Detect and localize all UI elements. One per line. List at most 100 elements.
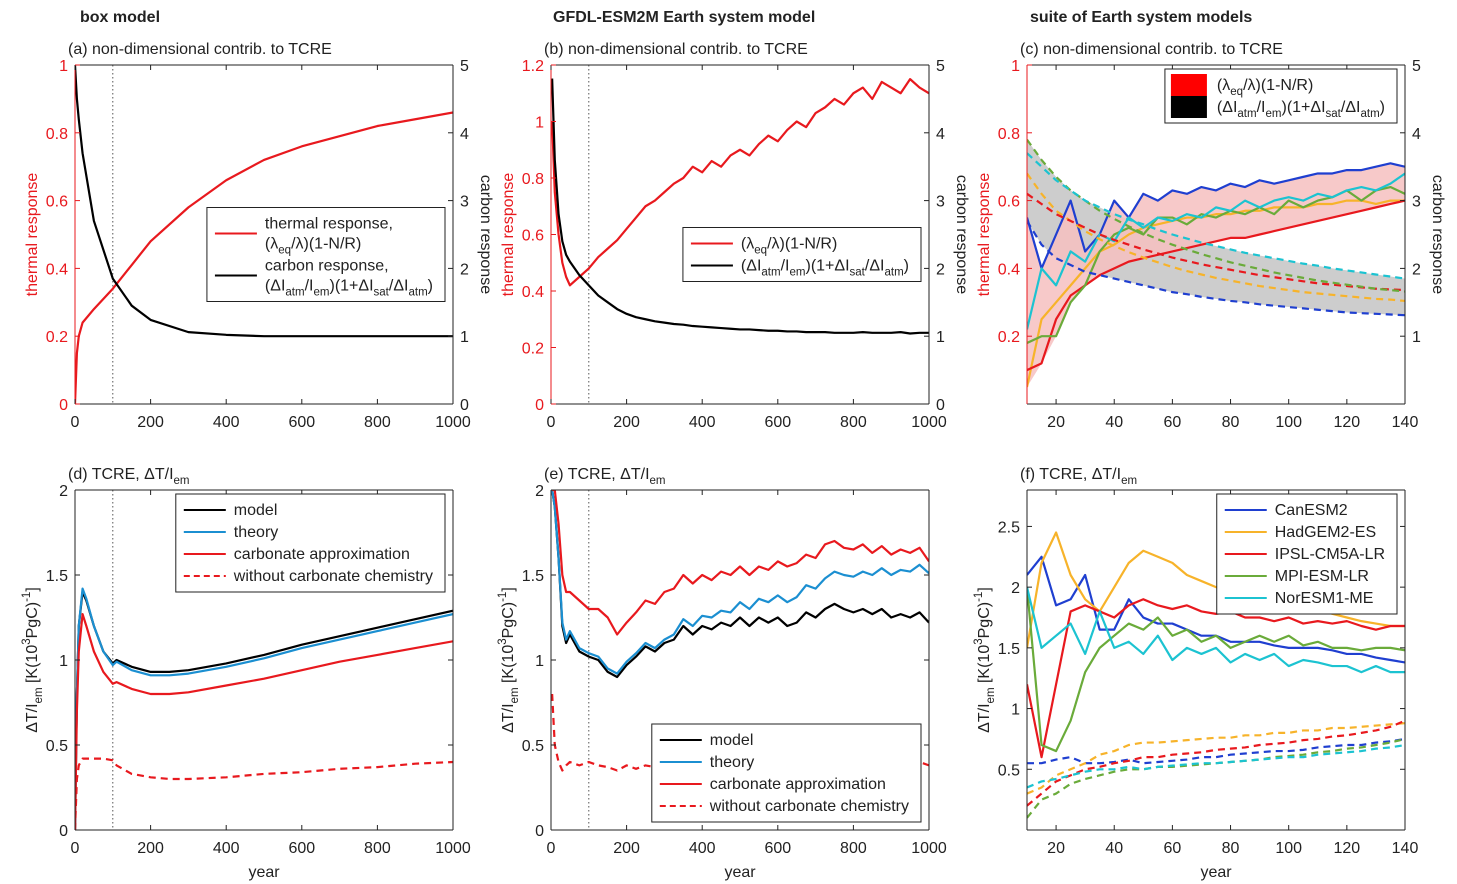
text-part: ] <box>976 587 993 591</box>
y2-axis-label: carbon response <box>1429 175 1446 294</box>
y-tick-label: 0 <box>535 397 544 414</box>
y-axis-label: ΔT/Iem [K(103PgC)-1] <box>497 587 521 733</box>
legend-label: MPI-ESM-LR <box>1275 568 1369 585</box>
y-tick-label: 2 <box>535 483 544 500</box>
x-tick-label: 600 <box>288 414 315 431</box>
series-line <box>75 65 453 338</box>
text-part: /λ)(1-N/R) <box>767 236 837 253</box>
legend-patch <box>1170 96 1207 118</box>
text-part: ΔT/I <box>24 703 41 732</box>
text-part: em <box>313 287 329 299</box>
text-part: em <box>789 267 805 279</box>
legend-label: carbon response, <box>265 258 389 275</box>
legend: model theory carbonate approximation withou… <box>651 723 922 823</box>
text-part: sat <box>850 267 866 279</box>
x-tick-label: 0 <box>71 840 80 857</box>
text-part: ) <box>904 258 909 275</box>
x-tick-label: 800 <box>364 414 391 431</box>
y-axis-label: ΔT/Iem [K(103PgC)-1] <box>973 587 997 733</box>
y-tick-label: 0.8 <box>998 126 1020 143</box>
text-part: /λ)(1-N/R) <box>1243 77 1313 94</box>
x-tick-label: 400 <box>689 840 716 857</box>
x-tick-label: 100 <box>1275 414 1302 431</box>
x-tick-label: 100 <box>1275 840 1302 857</box>
y-tick-label: 1 <box>535 115 544 132</box>
text-part: atm <box>884 267 903 279</box>
y-tick-label: 0.8 <box>522 171 544 188</box>
y-tick-label: 0.4 <box>46 261 68 278</box>
y2-tick-label: 0 <box>936 397 945 414</box>
y-tick-label: 0.6 <box>998 194 1020 211</box>
column-title: box model <box>80 9 160 26</box>
x-tick-label: 600 <box>288 840 315 857</box>
legend-box <box>682 227 922 282</box>
text-part: atm <box>408 287 427 299</box>
y2-tick-label: 1 <box>460 329 469 346</box>
series-line <box>1027 152 1405 280</box>
text-part: -1 <box>497 592 509 602</box>
x-tick-label: 200 <box>613 414 640 431</box>
x-axis-label: year <box>1200 864 1232 881</box>
x-tick-label: 0 <box>547 414 556 431</box>
y-tick-label: 0 <box>59 823 68 840</box>
y-axis-label: thermal response <box>24 173 41 297</box>
x-tick-label: 140 <box>1392 840 1419 857</box>
y2-tick-label: 1 <box>1412 329 1421 346</box>
y-tick-label: 1.5 <box>522 568 544 585</box>
text-part: eq <box>1230 86 1243 98</box>
x-tick-label: 800 <box>840 840 867 857</box>
x-tick-label: 120 <box>1333 414 1360 431</box>
text-part: eq <box>278 245 291 257</box>
x-tick-label: 200 <box>613 840 640 857</box>
series-line <box>551 78 929 287</box>
series-line <box>1027 719 1405 807</box>
text-part: ΔT/I <box>976 703 993 732</box>
text-part: /ΔI <box>389 278 409 295</box>
series-line <box>1027 199 1405 388</box>
y2-tick-label: 5 <box>460 58 469 75</box>
text-part: PgC) <box>500 602 517 638</box>
text-part: /ΔI <box>865 258 885 275</box>
series-line <box>1027 199 1405 372</box>
text-part: ] <box>24 587 41 591</box>
y-tick-label: 2.5 <box>998 519 1020 536</box>
x-tick-label: 0 <box>547 840 556 857</box>
legend-label: theory <box>234 524 278 541</box>
y2-tick-label: 5 <box>936 58 945 75</box>
x-tick-label: 400 <box>213 414 240 431</box>
y-tick-label: 1 <box>1011 702 1020 719</box>
text-part: atm <box>1237 108 1256 120</box>
text-part: (f) TCRE, ΔT/I <box>1020 466 1121 483</box>
x-tick-label: 600 <box>764 414 791 431</box>
x-tick-label: 1000 <box>911 414 947 431</box>
legend-label: HadGEM2-ES <box>1275 524 1376 541</box>
x-tick-label: 400 <box>689 414 716 431</box>
y2-tick-label: 1 <box>936 329 945 346</box>
chart-title: (b) non-dimensional contrib. to TCRE <box>544 41 808 58</box>
legend-label: theory <box>710 754 754 771</box>
y-tick-label: 0.2 <box>998 329 1020 346</box>
y2-axis-label: carbon response <box>477 175 494 294</box>
text-part: (λ <box>741 236 754 253</box>
text-part: em <box>1265 108 1281 120</box>
legend-label: model <box>234 502 278 519</box>
text-part: atm <box>761 267 780 279</box>
y-tick-label: 0.2 <box>46 329 68 346</box>
y-axis-label: thermal response <box>976 173 993 297</box>
legend: thermal response,(λeq/λ)(1-N/R)carbon re… <box>206 207 446 302</box>
text-part: PgC) <box>976 602 993 638</box>
text-part: /I <box>781 258 790 275</box>
x-tick-label: 20 <box>1047 840 1065 857</box>
y-tick-label: 1 <box>59 653 68 670</box>
x-tick-label: 40 <box>1105 840 1123 857</box>
text-part: /I <box>305 278 314 295</box>
y2-tick-label: 2 <box>936 261 945 278</box>
text-part: [K(10 <box>500 645 517 688</box>
y2-tick-label: 4 <box>936 126 945 143</box>
column-title: GFDL-ESM2M Earth system model <box>553 9 815 26</box>
series-line <box>1027 531 1405 649</box>
column-title: suite of Earth system models <box>1030 9 1252 26</box>
series-line <box>1027 192 1405 292</box>
